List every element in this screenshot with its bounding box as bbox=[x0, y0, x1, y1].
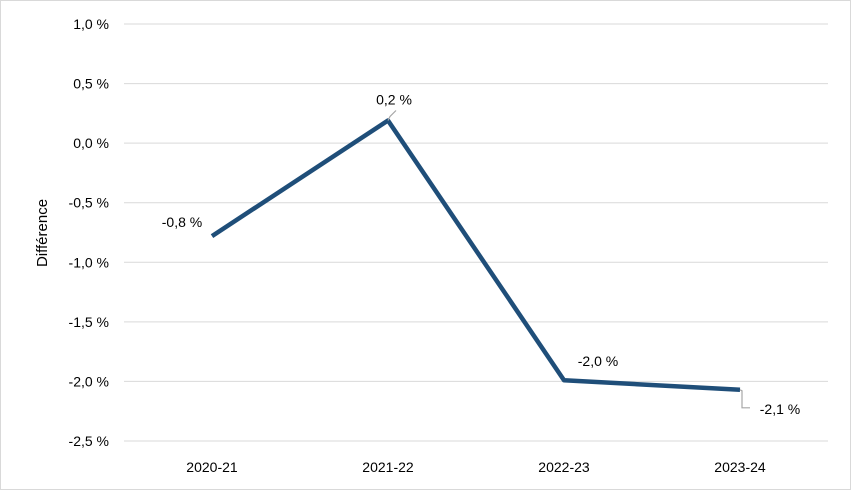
y-tick-label: -2,5 % bbox=[69, 433, 109, 449]
y-tick-label: 1,0 % bbox=[73, 16, 109, 32]
data-label: -2,0 % bbox=[578, 353, 618, 369]
series-layer bbox=[210, 118, 741, 393]
x-tick-label: 2023-24 bbox=[714, 459, 766, 475]
x-tick-labels: 2020-21 2021-22 2022-23 2023-24 bbox=[186, 459, 766, 475]
series-line bbox=[210, 118, 741, 393]
y-axis-title: Différence bbox=[34, 199, 51, 267]
data-label: -2,1 % bbox=[760, 401, 800, 417]
y-tick-labels: 1,0 % 0,5 % 0,0 % -0,5 % -1,0 % -1,5 % -2,0 % -… bbox=[69, 16, 109, 449]
data-label-leader bbox=[739, 389, 750, 409]
y-tick-label: 0,0 % bbox=[73, 135, 109, 151]
data-labels: -0,8 % 0,2 % -2,0 % -2,1 % bbox=[162, 92, 800, 417]
data-label-leader bbox=[387, 110, 397, 121]
y-tick-label: -1,0 % bbox=[69, 254, 109, 270]
y-tick-label: -2,0 % bbox=[69, 373, 109, 389]
gridlines bbox=[124, 23, 828, 442]
x-tick-label: 2021-22 bbox=[362, 459, 414, 475]
y-tick-label: 0,5 % bbox=[73, 76, 109, 92]
x-tick-label: 2020-21 bbox=[186, 459, 238, 475]
y-tick-label: -0,5 % bbox=[69, 195, 109, 211]
data-label: 0,2 % bbox=[376, 92, 412, 108]
y-tick-label: -1,5 % bbox=[69, 314, 109, 330]
data-label: -0,8 % bbox=[162, 214, 202, 230]
x-tick-label: 2022-23 bbox=[538, 459, 590, 475]
